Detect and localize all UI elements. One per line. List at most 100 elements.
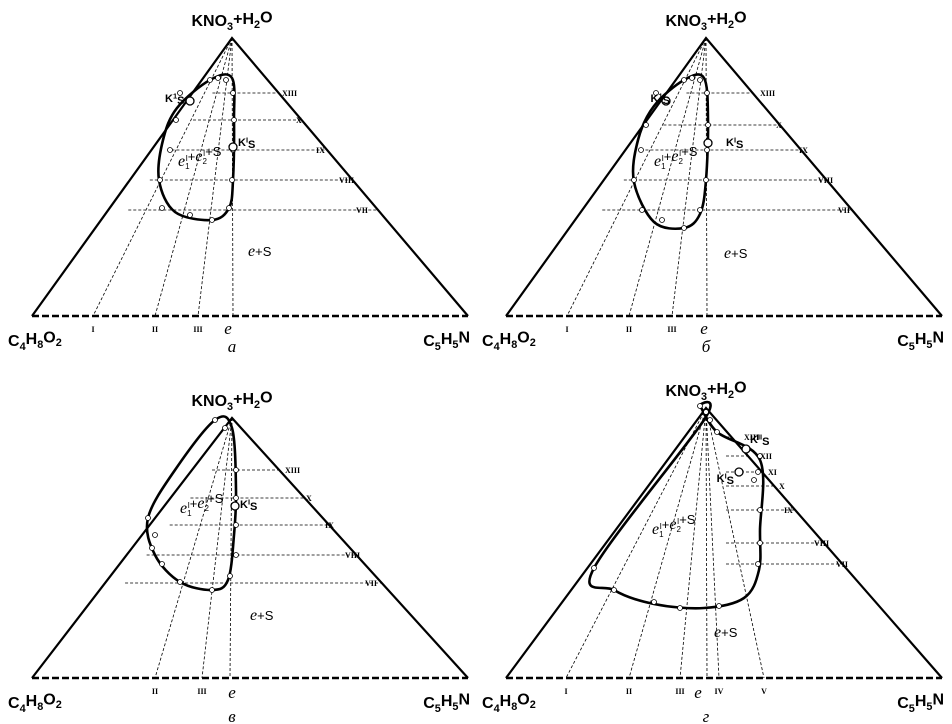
- base-numeral: IV: [715, 687, 724, 696]
- tie-line: [201, 417, 233, 679]
- node-point: [173, 117, 179, 123]
- two-phase-region-label: e1I+e2I+S: [178, 144, 222, 171]
- tie-line: [705, 407, 765, 679]
- base-numeral: II: [626, 687, 632, 696]
- node-point: [611, 587, 617, 593]
- node-point: [212, 417, 218, 423]
- side-numeral: XIII: [285, 466, 300, 475]
- base-numeral: III: [675, 687, 684, 696]
- node-point: [152, 532, 158, 538]
- base-numeral: III: [193, 325, 202, 334]
- critical-point-label: KIS: [717, 471, 734, 487]
- base-numeral: III: [667, 325, 676, 334]
- single-phase-region-label: e+S: [724, 245, 748, 262]
- side-numeral: VIII: [339, 176, 354, 185]
- side-numeral: VIII: [814, 539, 829, 548]
- critical-point-label: K1S: [651, 91, 670, 107]
- node-point: [230, 90, 236, 96]
- critical-point: [703, 138, 713, 148]
- tie-line: [92, 37, 233, 317]
- node-point: [705, 122, 711, 128]
- triangle-sides: [505, 36, 943, 317]
- tie-line: [628, 407, 707, 679]
- node-point: [233, 552, 239, 558]
- node-point: [233, 467, 239, 473]
- tie-line: [231, 37, 234, 317]
- node-point: [659, 217, 665, 223]
- tie-line: [705, 407, 708, 679]
- base-numeral: III: [197, 687, 206, 696]
- base-e-label: e: [228, 683, 236, 702]
- two-phase-region-label: e1I+e2I+S: [652, 512, 696, 539]
- node-point: [704, 90, 710, 96]
- node-point: [755, 469, 761, 475]
- node-point: [757, 453, 763, 459]
- node-point: [651, 599, 657, 605]
- base-numeral: I: [91, 325, 94, 334]
- binodal-curve: [588, 400, 765, 610]
- node-point: [209, 587, 215, 593]
- base-numeral: I: [564, 687, 567, 696]
- node-point: [227, 573, 233, 579]
- tie-line: [565, 407, 707, 679]
- tie-line: [566, 37, 707, 317]
- node-point: [757, 507, 763, 513]
- side-numeral: X: [776, 121, 782, 130]
- node-point: [638, 147, 644, 153]
- single-phase-region-label: e+S: [714, 624, 738, 641]
- triangle-sides: [31, 36, 469, 317]
- side-numeral: IX: [799, 146, 808, 155]
- apex-left-label: C4H8O2: [8, 691, 62, 714]
- critical-point: [228, 142, 238, 152]
- node-point: [591, 565, 597, 571]
- node-point: [703, 177, 709, 183]
- critical-point: [661, 96, 671, 106]
- side-numeral: XIII: [282, 89, 297, 98]
- node-point: [643, 122, 649, 128]
- node-point: [209, 217, 215, 223]
- base-e-label: e: [694, 683, 702, 702]
- tie-line: [671, 37, 707, 317]
- node-point: [187, 212, 193, 218]
- side-numeral: IX: [325, 521, 334, 530]
- side-numeral: IX: [784, 506, 793, 515]
- node-point: [716, 603, 722, 609]
- node-point: [631, 177, 637, 183]
- node-point: [233, 522, 239, 528]
- critical-point: [230, 501, 240, 511]
- node-point: [145, 515, 151, 521]
- node-point: [223, 77, 229, 83]
- node-point: [229, 177, 235, 183]
- node-point: [167, 147, 173, 153]
- base-numeral: I: [565, 325, 568, 334]
- node-point: [714, 429, 720, 435]
- node-point: [757, 540, 763, 546]
- node-point: [222, 425, 228, 431]
- panel-caption: в: [228, 707, 236, 724]
- side-numeral: X: [779, 482, 785, 491]
- side-numeral: VII: [836, 560, 848, 569]
- critical-point-label: KIS: [726, 135, 743, 151]
- two-phase-region-label: e1I+e2I+S: [654, 144, 698, 171]
- node-point: [707, 417, 713, 423]
- node-point: [751, 477, 757, 483]
- node-point: [215, 75, 221, 81]
- tie-line: [705, 407, 720, 679]
- critical-point: [185, 96, 195, 106]
- base-numeral: II: [152, 687, 158, 696]
- critical-point-label: KIS: [238, 135, 255, 151]
- node-point: [697, 207, 703, 213]
- node-point: [207, 77, 213, 83]
- apex-top-label: KNO3+H2O: [191, 9, 272, 32]
- tie-line: [197, 37, 233, 317]
- node-point: [681, 225, 687, 231]
- node-point: [755, 561, 761, 567]
- node-point: [177, 90, 183, 96]
- side-numeral: X: [296, 116, 302, 125]
- base-numeral: V: [761, 687, 767, 696]
- tie-line: [154, 417, 233, 679]
